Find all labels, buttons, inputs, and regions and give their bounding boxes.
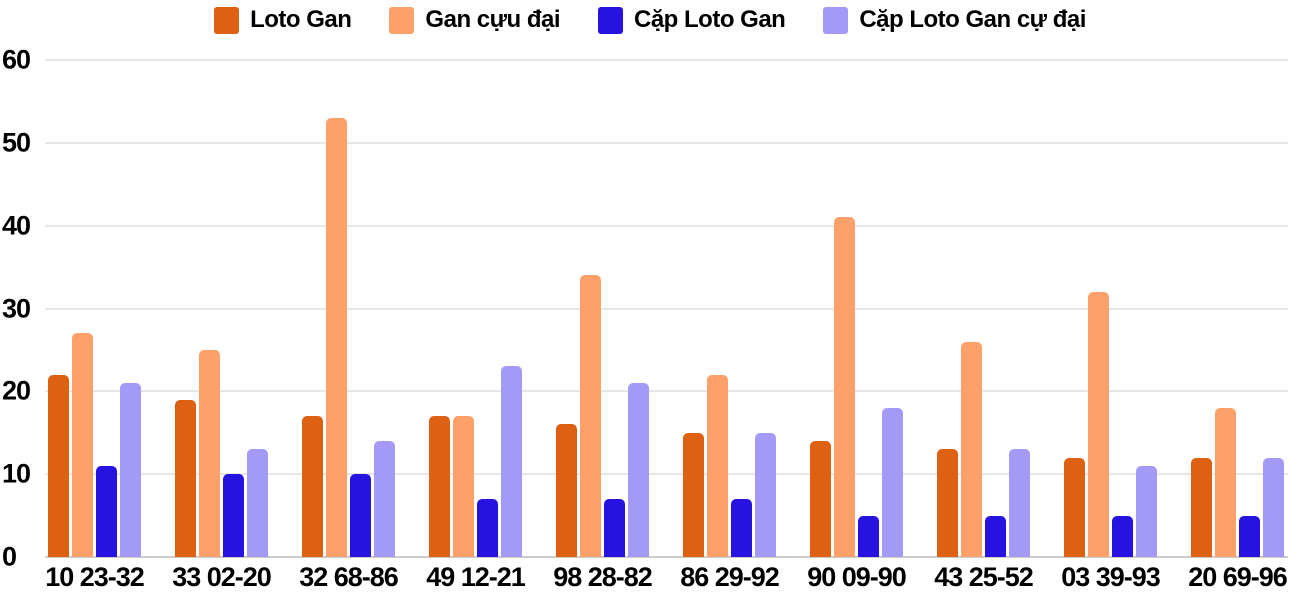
bar-group-03-39-93: 03 39-93 — [1061, 60, 1161, 591]
gridline-50 — [45, 141, 1288, 144]
bar-cap-loto-gan[interactable] — [1239, 515, 1260, 557]
bar-group-20-69-96: 20 69-96 — [1188, 60, 1288, 591]
x-tick-label: 03 39-93 — [1061, 562, 1161, 592]
bar-group-32-68-86: 32 68-86 — [299, 60, 399, 591]
y-tick-label: 60 — [2, 44, 31, 75]
gridline-20 — [45, 390, 1288, 393]
bar-cap-loto-gan-cu-ai[interactable] — [501, 366, 522, 557]
bar-gan-cuu-ai[interactable] — [326, 117, 347, 557]
bar-gan-cuu-ai[interactable] — [1088, 291, 1109, 557]
bar-gan-cuu-ai[interactable] — [834, 217, 855, 557]
legend-swatch-icon — [823, 6, 849, 34]
bar-loto-gan[interactable] — [556, 424, 577, 557]
bar-group-90-09-90: 90 09-90 — [807, 60, 907, 591]
x-tick-label: 33 02-20 — [172, 562, 272, 592]
bar-gan-cuu-ai[interactable] — [199, 349, 220, 557]
bar-cap-loto-gan-cu-ai[interactable] — [120, 383, 141, 557]
bar-loto-gan[interactable] — [810, 441, 831, 557]
legend-swatch-icon — [598, 6, 623, 34]
bar-cap-loto-gan-cu-ai[interactable] — [1009, 449, 1030, 557]
bar-group-43-25-52: 43 25-52 — [934, 60, 1034, 591]
bar-gan-cuu-ai[interactable] — [707, 374, 728, 557]
x-tick-label: 49 12-21 — [426, 562, 526, 592]
bar-cap-loto-gan[interactable] — [731, 499, 752, 557]
bar-series-area: 10 23-32 33 02-20 32 68-86 49 12-21 98 28-82… — [45, 60, 1288, 591]
legend-item-cap-loto-gan-cu-ai[interactable]: Cặp Loto Gan cự đại — [823, 6, 1086, 34]
bar-loto-gan[interactable] — [48, 374, 69, 557]
bar-loto-gan[interactable] — [302, 416, 323, 557]
bar-cap-loto-gan-cu-ai[interactable] — [247, 449, 268, 557]
legend-swatch-icon — [214, 6, 240, 34]
legend-label: Gan cựu đại — [425, 6, 560, 33]
bar-gan-cuu-ai[interactable] — [580, 275, 601, 557]
bar-cap-loto-gan[interactable] — [985, 515, 1006, 557]
y-tick-label: 10 — [2, 458, 31, 489]
legend-label: Cặp Loto Gan cự đại — [859, 6, 1086, 33]
bar-cap-loto-gan[interactable] — [858, 515, 879, 557]
bar-cap-loto-gan-cu-ai[interactable] — [882, 407, 903, 557]
y-tick-label: 0 — [2, 541, 17, 572]
bar-gan-cuu-ai[interactable] — [453, 416, 474, 557]
gridline-30 — [45, 307, 1288, 310]
bar-group-49-12-21: 49 12-21 — [426, 60, 526, 591]
y-tick-label: 50 — [2, 127, 31, 158]
x-tick-label: 20 69-96 — [1188, 562, 1288, 592]
bar-cap-loto-gan-cu-ai[interactable] — [374, 441, 395, 557]
bar-cap-loto-gan[interactable] — [1112, 515, 1133, 557]
x-tick-label: 43 25-52 — [934, 562, 1034, 592]
legend-label: Loto Gan — [250, 6, 352, 33]
bar-cap-loto-gan[interactable] — [350, 474, 371, 557]
y-tick-label: 30 — [2, 293, 31, 323]
legend-label: Cặp Loto Gan — [634, 6, 786, 33]
x-tick-label: 98 28-82 — [553, 562, 653, 592]
bar-loto-gan[interactable] — [429, 416, 450, 557]
x-tick-label: 86 29-92 — [680, 562, 780, 592]
bar-group-10-23-32: 10 23-32 — [45, 60, 145, 591]
bar-group-33-02-20: 33 02-20 — [172, 60, 272, 591]
bar-gan-cuu-ai[interactable] — [1215, 407, 1236, 557]
bar-gan-cuu-ai[interactable] — [72, 333, 93, 557]
bar-group-98-28-82: 98 28-82 — [553, 60, 653, 591]
bar-loto-gan[interactable] — [1064, 457, 1085, 557]
chart-legend: Loto Gan Gan cựu đại Cặp Loto Gan Cặp Loto … — [0, 6, 1300, 34]
bar-group-86-29-92: 86 29-92 — [680, 60, 780, 591]
bar-cap-loto-gan-cu-ai[interactable] — [628, 383, 649, 557]
bar-cap-loto-gan[interactable] — [477, 499, 498, 557]
gridline-60 — [45, 59, 1288, 61]
legend-item-cap-loto-gan[interactable]: Cặp Loto Gan — [598, 6, 786, 34]
plot-area: 10 23-32 33 02-20 32 68-86 49 12-21 98 28-82… — [45, 59, 1288, 591]
bar-loto-gan[interactable] — [683, 432, 704, 557]
y-tick-label: 20 — [2, 375, 31, 406]
x-tick-label: 10 23-32 — [45, 562, 145, 592]
legend-item-gan-cuu-ai[interactable]: Gan cựu đại — [389, 6, 560, 34]
bar-loto-gan[interactable] — [937, 449, 958, 557]
gridline-10 — [45, 473, 1288, 476]
x-tick-label: 32 68-86 — [299, 562, 399, 592]
bar-cap-loto-gan[interactable] — [223, 474, 244, 557]
bar-cap-loto-gan[interactable] — [96, 465, 117, 557]
x-axis-baseline — [45, 556, 1288, 558]
bar-gan-cuu-ai[interactable] — [961, 341, 982, 557]
x-tick-label: 90 09-90 — [807, 562, 907, 592]
bar-cap-loto-gan[interactable] — [604, 499, 625, 557]
bar-loto-gan[interactable] — [175, 399, 196, 557]
bar-cap-loto-gan-cu-ai[interactable] — [755, 432, 776, 557]
bar-loto-gan[interactable] — [1191, 457, 1212, 557]
gridline-40 — [45, 224, 1288, 227]
legend-item-loto-gan[interactable]: Loto Gan — [214, 6, 352, 34]
legend-swatch-icon — [389, 6, 415, 34]
bar-cap-loto-gan-cu-ai[interactable] — [1136, 465, 1157, 557]
y-axis-labels: 0 10 20 30 40 50 60 — [0, 46, 40, 570]
bar-cap-loto-gan-cu-ai[interactable] — [1263, 457, 1284, 557]
y-tick-label: 40 — [2, 210, 31, 241]
